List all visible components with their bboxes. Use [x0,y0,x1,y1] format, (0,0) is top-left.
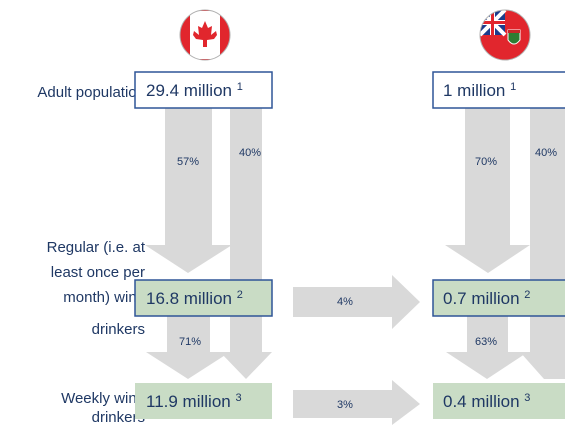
box [432,279,565,317]
percent: 40% [239,147,261,159]
box [432,71,565,109]
box-value: 16.8 million [146,289,232,308]
percent: 40% [535,147,557,159]
arrow [293,275,420,329]
canada-flag [179,9,231,61]
percent: 71% [179,336,201,348]
row-label: month) wine [63,289,145,306]
percent: 63% [475,336,497,348]
box-value: 1 million [443,81,505,100]
box [433,383,565,419]
arrow [145,108,232,273]
percent: 4% [337,296,353,308]
footnote: 1 [510,81,516,93]
box-value: 11.9 million [146,392,231,411]
percent: 70% [475,156,497,168]
footnote: 1 [237,81,243,93]
box-value: 0.4 million [443,392,520,411]
box-text: 1 million 1 [443,81,516,100]
manitoba-flag [479,9,531,61]
arrow [146,316,230,379]
arrow [293,380,420,425]
box [134,279,273,317]
row-label: drinkers [92,409,145,425]
percent: 3% [337,399,353,411]
footnote: 3 [235,392,241,404]
footnote: 2 [524,289,530,301]
box [134,71,273,109]
box [135,383,272,419]
box-text: 11.9 million 3 [146,392,242,411]
arrow [445,108,530,273]
percent: 57% [177,156,199,168]
row-label: least once per [51,264,145,281]
footnote: 2 [237,289,243,301]
box-text: 16.8 million 2 [146,289,243,308]
row-label: Weekly wine [61,390,145,407]
box-value: 29.4 million [146,81,232,100]
box-text: 29.4 million 1 [146,81,243,100]
row-label: Adult population [37,84,145,101]
arrow [446,316,528,379]
footnote: 3 [524,392,530,404]
box-text: 0.4 million 3 [443,392,530,411]
row-label: Regular (i.e. at [47,239,146,256]
box-text: 0.7 million 2 [443,289,530,308]
row-label: drinkers [92,321,145,338]
box-value: 0.7 million [443,289,520,308]
